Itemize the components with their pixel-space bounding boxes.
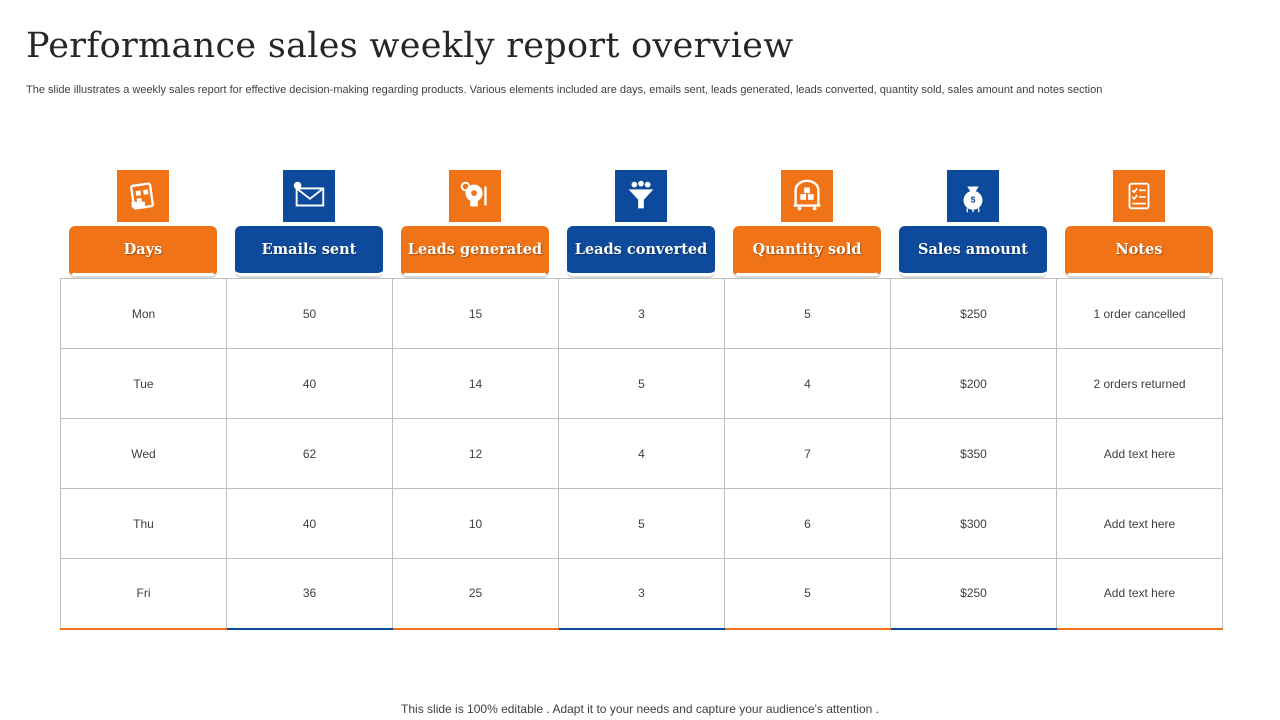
table-cell: $200: [890, 348, 1057, 419]
funnel-icon: [615, 170, 667, 222]
table-row: Mon 50 15 3 5 $250 1 order cancelled: [60, 278, 1223, 349]
table-cell: 5: [724, 278, 891, 349]
table-cell-note: Add text here: [1056, 558, 1223, 630]
table-cell: 5: [558, 348, 725, 419]
table-cell: 4: [558, 418, 725, 489]
svg-text:$: $: [971, 195, 976, 205]
table-cell: 4: [724, 348, 891, 419]
notes-checklist-icon: [1113, 170, 1165, 222]
table-cell: 7: [724, 418, 891, 489]
table-cell: $250: [890, 558, 1057, 630]
column-headers: Days Emails sent Leads generated Leads c…: [60, 226, 1222, 280]
table-cell: 5: [558, 488, 725, 559]
table-cell-day: Tue: [60, 348, 227, 419]
table-cell-day: Wed: [60, 418, 227, 489]
table-cell: 14: [392, 348, 559, 419]
table-row: Wed 62 12 4 7 $350 Add text here: [60, 418, 1223, 489]
table-cell-note: Add text here: [1056, 418, 1223, 489]
boxes-cart-icon: [781, 170, 833, 222]
footer-note: This slide is 100% editable . Adapt it t…: [401, 702, 879, 716]
table-cell: 40: [226, 348, 393, 419]
page-subtitle: The slide illustrates a weekly sales rep…: [26, 84, 1103, 96]
table-cell: $350: [890, 418, 1057, 489]
table-cell: 12: [392, 418, 559, 489]
table-cell: 36: [226, 558, 393, 630]
table-row: Thu 40 10 5 6 $300 Add text here: [60, 488, 1223, 559]
header-quantity-sold: Quantity sold: [733, 226, 881, 276]
header-days: Days: [69, 226, 217, 276]
table-cell: $300: [890, 488, 1057, 559]
calendar-icon: [117, 170, 169, 222]
table-cell: 25: [392, 558, 559, 630]
table-cell: 62: [226, 418, 393, 489]
table-cell-note: Add text here: [1056, 488, 1223, 559]
table-row: Tue 40 14 5 4 $200 2 orders returned: [60, 348, 1223, 419]
table-cell: 15: [392, 278, 559, 349]
lightbulb-gear-icon: [449, 170, 501, 222]
table-cell: 50: [226, 278, 393, 349]
table-cell-note: 2 orders returned: [1056, 348, 1223, 419]
page-title: Performance sales weekly report overview: [26, 26, 794, 66]
header-leads-converted: Leads converted: [567, 226, 715, 276]
table-cell: 5: [724, 558, 891, 630]
table-cell: 6: [724, 488, 891, 559]
table-cell: $250: [890, 278, 1057, 349]
table-cell: 3: [558, 558, 725, 630]
header-notes: Notes: [1065, 226, 1213, 276]
table-row: Fri 36 25 3 5 $250 Add text here: [60, 558, 1223, 630]
header-emails-sent: Emails sent: [235, 226, 383, 276]
table-cell: 40: [226, 488, 393, 559]
table-cell: 10: [392, 488, 559, 559]
envelope-icon: [283, 170, 335, 222]
table-cell-day: Mon: [60, 278, 227, 349]
sales-table: Mon 50 15 3 5 $250 1 order cancelled Tue…: [60, 278, 1223, 630]
table-cell-day: Fri: [60, 558, 227, 630]
table-cell-day: Thu: [60, 488, 227, 559]
table-cell-note: 1 order cancelled: [1056, 278, 1223, 349]
money-bag-icon: $: [947, 170, 999, 222]
header-leads-generated: Leads generated: [401, 226, 549, 276]
header-sales-amount: Sales amount: [899, 226, 1047, 276]
table-cell: 3: [558, 278, 725, 349]
icon-row: $: [60, 170, 1222, 222]
